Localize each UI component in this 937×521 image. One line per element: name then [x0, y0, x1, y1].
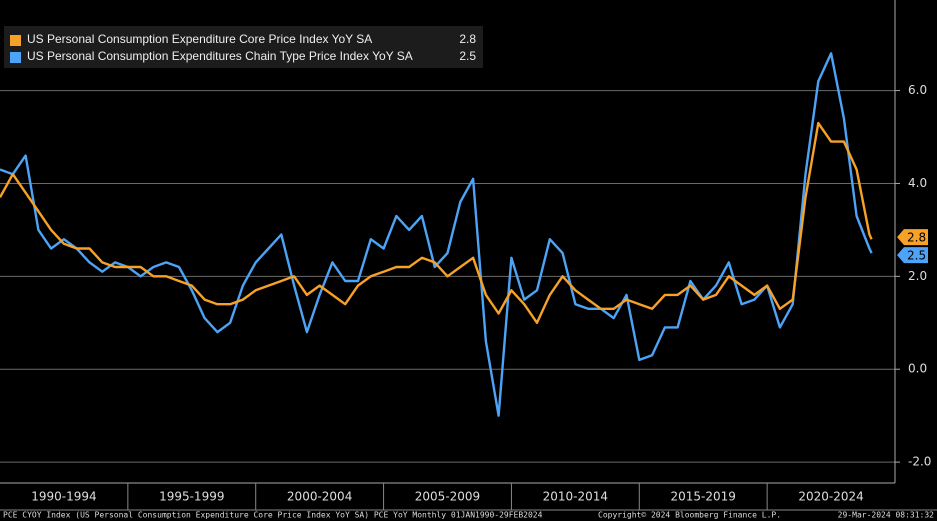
legend-swatch — [10, 35, 21, 46]
legend-label: US Personal Consumption Expenditure Core… — [27, 32, 372, 46]
x-tick-label: 2020-2024 — [798, 490, 863, 504]
x-tick-label: 2010-2014 — [543, 490, 608, 504]
last-value-tag — [897, 247, 928, 264]
last-value-label: 2.5 — [907, 249, 926, 263]
series-line — [0, 121, 873, 324]
y-tick-label: 6.0 — [908, 83, 927, 97]
legend-swatch — [10, 52, 21, 63]
y-tick-label: 2.0 — [908, 269, 927, 283]
footer-left: PCE CYOY Index (US Personal Consumption … — [3, 511, 543, 520]
legend-value: 2.5 — [459, 49, 476, 63]
x-tick-label: 1995-1999 — [159, 490, 224, 504]
y-tick-label: 4.0 — [908, 176, 927, 190]
y-tick-label: -2.0 — [908, 455, 931, 469]
last-value-label: 2.8 — [907, 231, 926, 245]
last-value-tag — [897, 229, 928, 246]
legend-value: 2.8 — [459, 32, 476, 46]
footer-right: 29-Mar-2024 08:31:32 — [838, 511, 935, 520]
legend-label: US Personal Consumption Expenditures Cha… — [27, 49, 413, 63]
x-tick-label: 2005-2009 — [415, 490, 480, 504]
y-tick-label: 0.0 — [908, 362, 927, 376]
x-tick-label: 2000-2004 — [287, 490, 352, 504]
footer-center: Copyright© 2024 Bloomberg Finance L.P. — [598, 511, 781, 520]
x-tick-label: 2015-2019 — [671, 490, 736, 504]
legend-box — [4, 26, 483, 68]
x-tick-label: 1990-1994 — [31, 490, 96, 504]
